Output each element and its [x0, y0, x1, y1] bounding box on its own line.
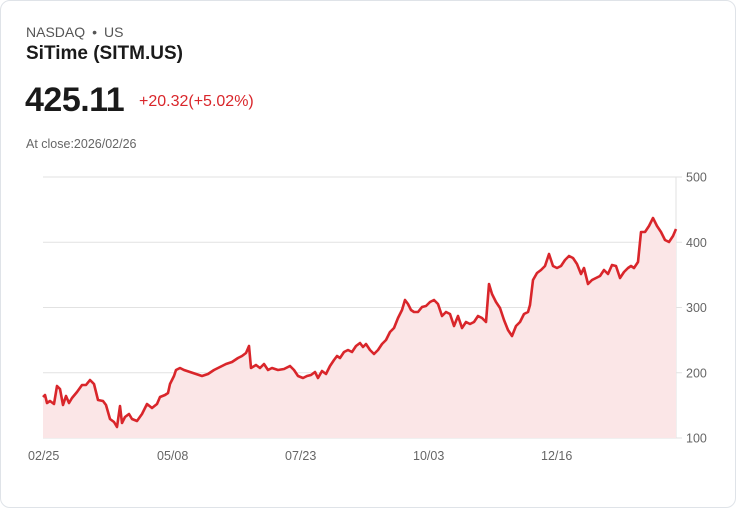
price-line [42, 216, 678, 429]
y-axis-labels: 500 400 300 200 100 [686, 171, 707, 446]
exchange-line: NASDAQ • US [26, 24, 123, 40]
y-tick-label: 300 [686, 301, 707, 315]
exchange-name: NASDAQ [26, 24, 86, 40]
price-change: +20.32(+5.02%) [139, 93, 254, 110]
x-tick-label: 05/08 [157, 449, 188, 463]
y-tick-label: 100 [686, 432, 707, 446]
x-tick-label: 10/03 [413, 449, 444, 463]
stock-price: 425.11 [25, 81, 125, 119]
x-axis-labels: 02/25 05/08 07/23 10/03 12/16 [28, 449, 572, 463]
x-tick-label: 12/16 [541, 449, 572, 463]
region: US [104, 24, 124, 40]
x-tick-label: 02/25 [28, 449, 59, 463]
y-tick-label: 500 [686, 171, 707, 185]
price-area-fill [43, 218, 676, 438]
separator-dot: • [92, 24, 98, 40]
as-of-date: At close:2026/02/26 [26, 137, 137, 151]
y-tick-label: 400 [686, 236, 707, 250]
stock-title: SiTime (SITM.US) [26, 43, 183, 64]
x-tick-label: 07/23 [285, 449, 316, 463]
y-tick-label: 200 [686, 366, 707, 380]
